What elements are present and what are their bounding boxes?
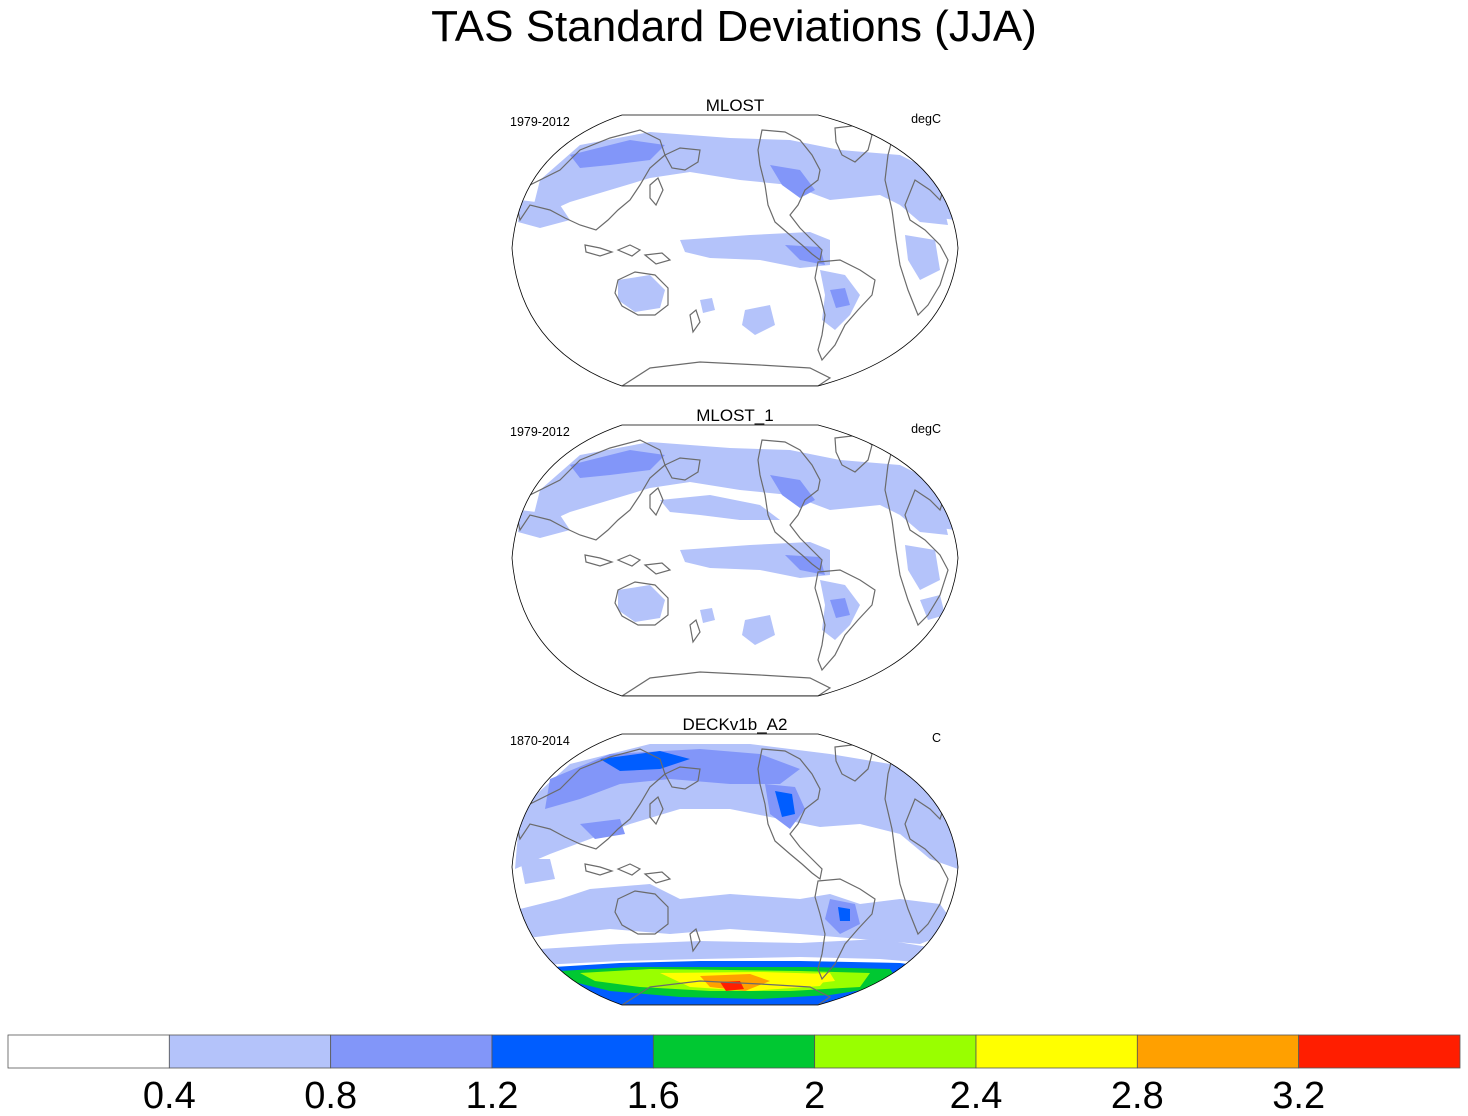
coastline: [814, 259, 876, 362]
coastline: [619, 361, 832, 386]
coastline: [514, 748, 666, 850]
map-border: [511, 733, 959, 1006]
panel-period: 1979-2012: [510, 115, 570, 129]
std-dev-contour: [700, 608, 715, 623]
colorbar-tick-label: 0.4: [143, 1075, 196, 1116]
map-mlost-1: [511, 424, 959, 697]
std-dev-contour: [895, 490, 948, 535]
coastline: [616, 244, 642, 257]
coastline: [689, 308, 701, 334]
std-dev-contour: [830, 598, 850, 618]
colorbar-tick-label: 3.2: [1272, 1075, 1325, 1116]
coastline: [664, 457, 701, 481]
coastline: [689, 618, 701, 644]
colorbar-tick-label: 2.8: [1111, 1075, 1164, 1116]
std-dev-contour: [785, 555, 825, 575]
colorbar-tick-label: 0.8: [304, 1075, 357, 1116]
std-dev-contour: [700, 298, 715, 313]
std-dev-contour: [770, 475, 815, 508]
std-dev-contour: [785, 245, 825, 265]
panel-period: 1979-2012: [510, 425, 570, 439]
panel-title: MLOST: [705, 96, 765, 115]
coastline: [616, 554, 642, 567]
std-dev-contour: [895, 180, 948, 225]
std-dev-contour: [830, 288, 850, 308]
std-dev-contour: [520, 859, 555, 884]
coastline: [584, 554, 614, 567]
coastline: [614, 581, 669, 626]
map-mlost: [511, 114, 959, 387]
coastline: [643, 562, 672, 575]
colorbar-swatch: [1298, 1034, 1461, 1069]
std-dev-contour: [618, 275, 665, 312]
std-dev-contour: [618, 585, 665, 622]
coastline: [814, 569, 876, 672]
coastline: [643, 871, 672, 884]
std-dev-contour: [838, 907, 850, 921]
std-dev-contour: [518, 200, 570, 228]
panel-units: degC: [911, 112, 941, 126]
colorbar-tick-label: 2.4: [950, 1075, 1003, 1116]
coastline: [514, 129, 666, 231]
colorbar-swatch: [975, 1034, 1138, 1069]
map-panel-mlost: MLOST 1979-2012 degC: [500, 96, 970, 410]
colorbar-swatch: [491, 1034, 654, 1069]
coastline: [616, 863, 642, 876]
coastline: [757, 748, 823, 881]
colorbar-swatch: [168, 1034, 332, 1069]
colorbar-tick-label: 1.2: [466, 1075, 519, 1116]
std-dev-contour: [905, 235, 940, 280]
std-dev-contour: [600, 751, 690, 771]
coastline: [614, 890, 669, 935]
coastline: [619, 980, 832, 1005]
std-dev-contour: [742, 305, 775, 335]
std-dev-contour: [742, 615, 775, 645]
coastline: [649, 486, 664, 517]
coastline: [814, 878, 876, 981]
coastline: [649, 176, 664, 207]
std-dev-contour: [570, 450, 665, 478]
std-dev-contour: [680, 542, 830, 578]
map-border: [511, 114, 959, 387]
coastline: [664, 766, 701, 790]
std-dev-contour: [518, 510, 570, 538]
panel-units: degC: [911, 422, 941, 436]
coastline: [614, 271, 669, 316]
map-deckv1b-a2: [511, 733, 959, 1006]
std-dev-contour: [570, 140, 665, 168]
coastline: [619, 671, 832, 696]
colorbar: 0.4 0.8 1.2 1.6 2 2.4 2.8 3.2: [7, 1034, 1461, 1116]
std-dev-contour: [770, 165, 815, 198]
coastline: [643, 252, 672, 265]
colorbar-swatch: [814, 1034, 977, 1069]
panel-period: 1870-2014: [510, 734, 570, 748]
coastline: [757, 439, 823, 572]
panel-title: MLOST_1: [696, 406, 774, 425]
coastline: [757, 129, 823, 262]
colorbar-swatch: [330, 1034, 493, 1069]
map-panel-mlost-1: MLOST_1 1979-2012 degC: [500, 406, 970, 720]
coastline: [664, 147, 701, 171]
std-dev-contour: [905, 545, 940, 590]
colorbar-swatch: [7, 1034, 170, 1069]
map-panel-deckv1b-a2: DECKv1b_A2 1870-2014 C: [500, 715, 970, 1029]
panel-title: DECKv1b_A2: [682, 715, 788, 734]
colorbar-swatch: [1136, 1034, 1300, 1069]
coastline: [514, 439, 666, 541]
std-dev-contour: [800, 973, 835, 984]
coastline: [584, 863, 614, 876]
figure-title: TAS Standard Deviations (JJA): [431, 2, 1037, 51]
panel-units: C: [931, 731, 941, 745]
map-border: [511, 424, 959, 697]
std-dev-contour: [540, 939, 940, 965]
coastline: [584, 244, 614, 257]
colorbar-tick-label: 1.6: [627, 1075, 680, 1116]
coastline: [689, 927, 701, 953]
colorbar-tick-label: 2: [804, 1075, 825, 1116]
std-dev-contour: [680, 232, 830, 268]
coastline: [649, 795, 664, 826]
std-dev-contour: [775, 791, 795, 817]
colorbar-swatch: [652, 1034, 816, 1069]
std-dev-contour: [660, 495, 780, 520]
